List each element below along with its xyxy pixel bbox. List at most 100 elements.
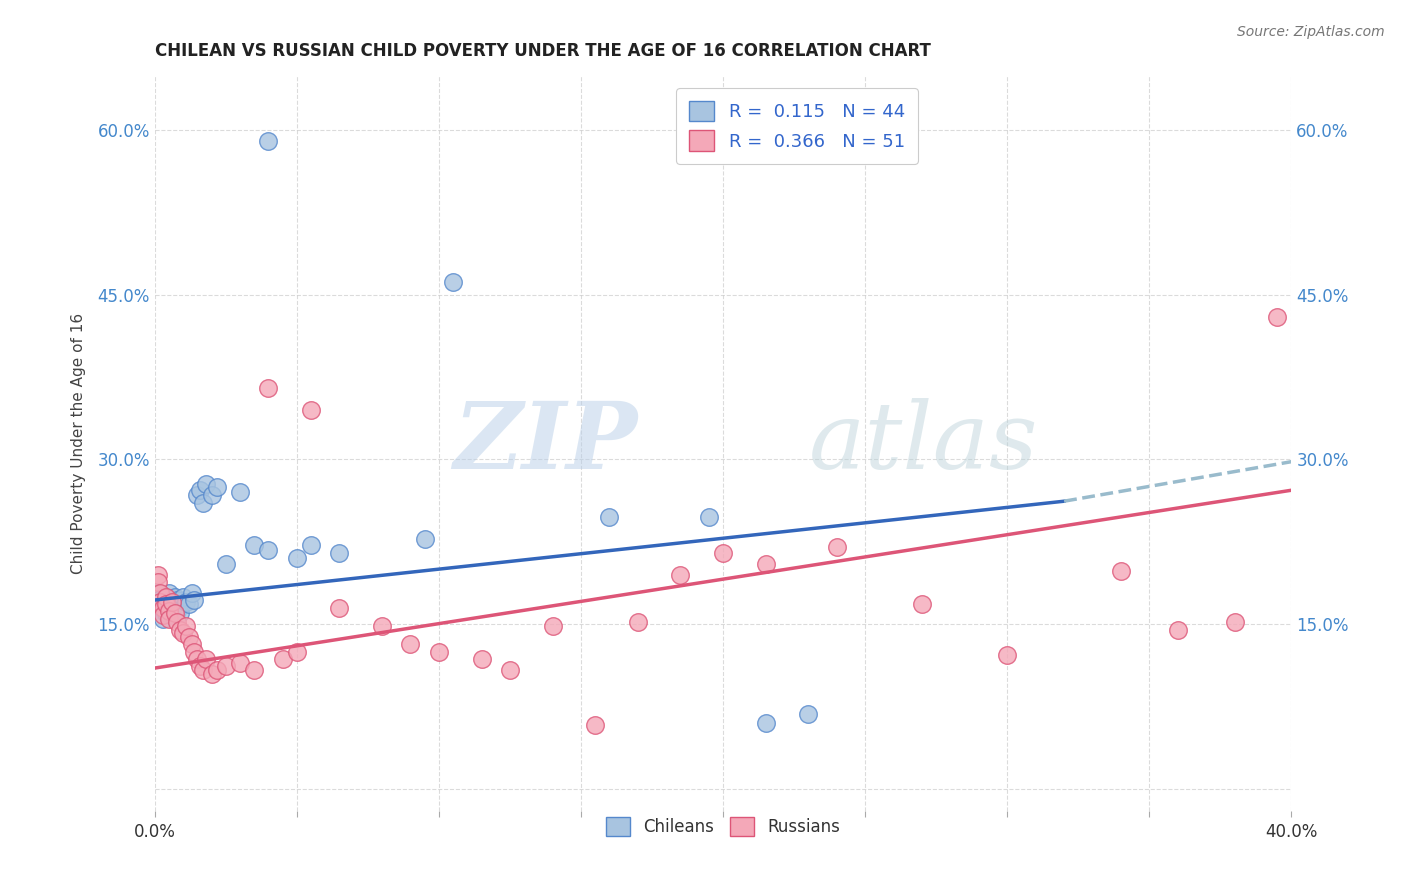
Point <box>299 403 322 417</box>
Point <box>243 538 266 552</box>
Point <box>1167 623 1189 637</box>
Point <box>152 612 174 626</box>
Point <box>180 637 202 651</box>
Point <box>1109 565 1132 579</box>
Point <box>186 488 208 502</box>
Point <box>166 593 188 607</box>
Point <box>200 666 222 681</box>
Point <box>160 600 183 615</box>
Point <box>328 546 350 560</box>
Point <box>146 586 169 600</box>
Point <box>188 659 211 673</box>
Y-axis label: Child Poverty Under the Age of 16: Child Poverty Under the Age of 16 <box>72 312 86 574</box>
Point <box>257 134 280 148</box>
Point <box>152 604 174 618</box>
Point <box>146 567 169 582</box>
Point <box>328 600 350 615</box>
Point <box>172 590 194 604</box>
Point <box>229 485 252 500</box>
Point <box>155 590 177 604</box>
Point <box>174 595 197 609</box>
Point <box>499 663 522 677</box>
Point <box>243 663 266 677</box>
Point <box>413 532 436 546</box>
Point <box>146 575 169 590</box>
Point <box>229 656 252 670</box>
Point <box>188 483 211 498</box>
Point <box>166 604 188 618</box>
Text: Source: ZipAtlas.com: Source: ZipAtlas.com <box>1237 25 1385 39</box>
Point <box>1265 310 1288 324</box>
Point <box>669 567 692 582</box>
Point <box>627 615 650 629</box>
Point <box>207 480 229 494</box>
Point <box>160 595 183 609</box>
Point <box>172 626 194 640</box>
Point <box>157 595 180 609</box>
Point <box>155 606 177 620</box>
Point <box>207 663 229 677</box>
Point <box>1223 615 1246 629</box>
Point <box>711 546 734 560</box>
Point <box>177 598 200 612</box>
Point <box>697 509 720 524</box>
Point <box>169 623 191 637</box>
Point <box>797 707 820 722</box>
Point <box>583 718 606 732</box>
Point <box>155 598 177 612</box>
Point <box>160 608 183 623</box>
Point <box>399 637 422 651</box>
Point <box>755 716 778 731</box>
Point <box>598 509 620 524</box>
Point <box>152 608 174 623</box>
Point <box>541 619 564 633</box>
Point <box>174 619 197 633</box>
Point <box>470 652 492 666</box>
Point <box>191 663 214 677</box>
Point <box>285 645 308 659</box>
Point <box>186 652 208 666</box>
Point <box>427 645 450 659</box>
Point <box>299 538 322 552</box>
Point <box>180 586 202 600</box>
Text: ZIP: ZIP <box>454 398 638 488</box>
Point <box>149 586 172 600</box>
Point <box>163 598 186 612</box>
Point <box>163 606 186 620</box>
Point <box>149 595 172 609</box>
Point <box>285 551 308 566</box>
Point <box>152 600 174 615</box>
Point <box>257 381 280 395</box>
Point <box>200 488 222 502</box>
Point <box>825 541 848 555</box>
Legend: Chileans, Russians: Chileans, Russians <box>599 810 846 843</box>
Point <box>755 557 778 571</box>
Point <box>163 590 186 604</box>
Point <box>441 275 464 289</box>
Point <box>995 648 1018 662</box>
Point <box>191 496 214 510</box>
Point <box>155 590 177 604</box>
Point <box>194 652 217 666</box>
Point <box>215 659 238 673</box>
Text: CHILEAN VS RUSSIAN CHILD POVERTY UNDER THE AGE OF 16 CORRELATION CHART: CHILEAN VS RUSSIAN CHILD POVERTY UNDER T… <box>155 42 931 60</box>
Point <box>183 593 205 607</box>
Point <box>169 606 191 620</box>
Point <box>155 598 177 612</box>
Point <box>257 542 280 557</box>
Point <box>911 598 934 612</box>
Point <box>157 586 180 600</box>
Point <box>152 598 174 612</box>
Point <box>149 595 172 609</box>
Point <box>177 631 200 645</box>
Text: atlas: atlas <box>808 398 1038 488</box>
Point <box>371 619 394 633</box>
Point <box>271 652 294 666</box>
Point <box>149 600 172 615</box>
Point <box>157 604 180 618</box>
Point <box>166 615 188 629</box>
Point <box>157 612 180 626</box>
Point <box>183 645 205 659</box>
Point <box>215 557 238 571</box>
Point <box>146 593 169 607</box>
